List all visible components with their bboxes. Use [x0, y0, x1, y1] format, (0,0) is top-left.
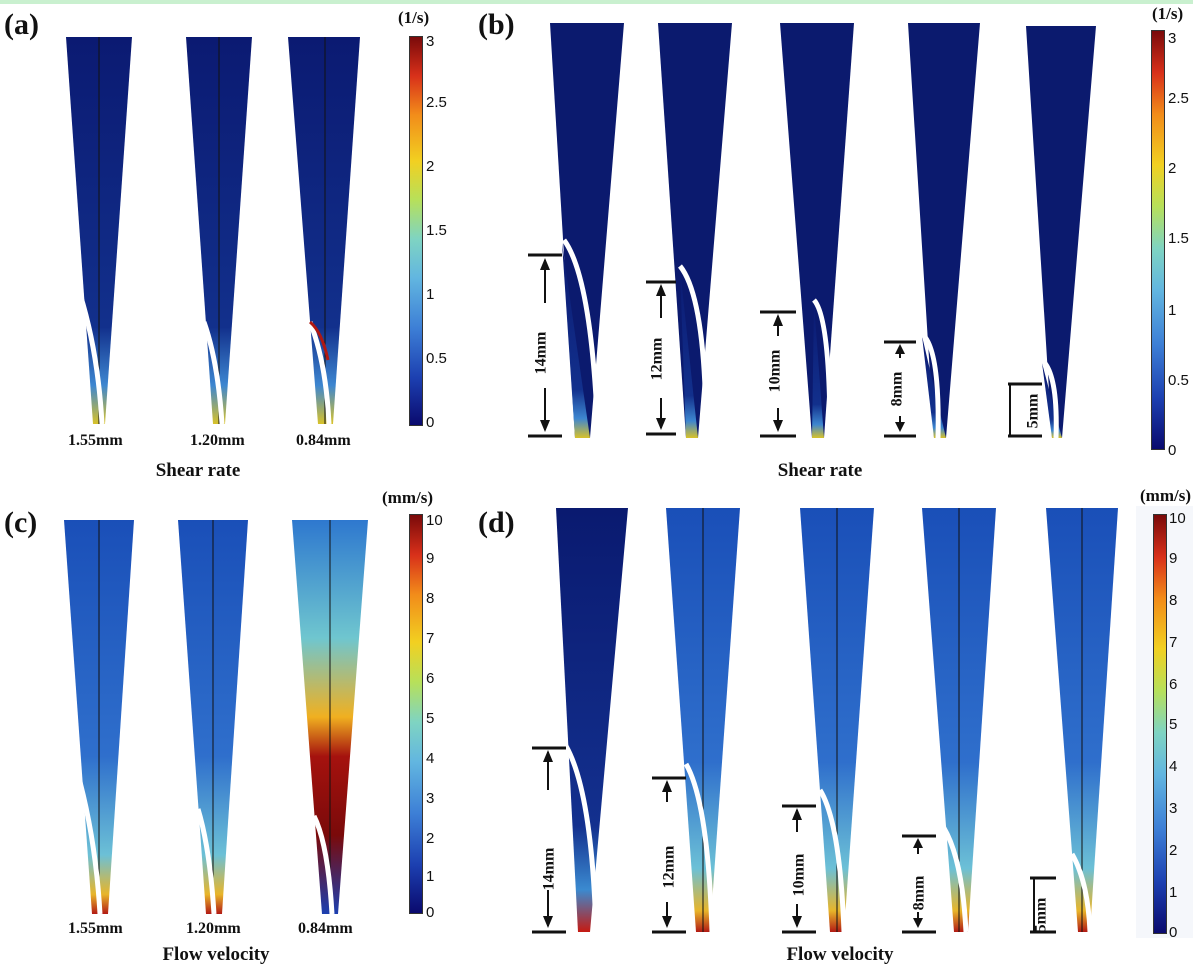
tick: 10	[1169, 510, 1186, 527]
length-label: 8mm	[910, 875, 928, 911]
length-label: 5mm	[1032, 897, 1050, 933]
panel-b-cones	[528, 23, 1096, 439]
tick: 0.5	[426, 350, 447, 367]
cone	[646, 23, 732, 439]
panel-a-unit: (1/s)	[398, 8, 430, 27]
panel-b-unit: (1/s)	[1152, 4, 1184, 23]
tick: 2.5	[426, 94, 447, 111]
tick: 2	[426, 830, 435, 847]
panel-c-caption: Flow velocity	[162, 944, 270, 965]
tick: 3	[426, 790, 435, 807]
length-label: 12mm	[648, 337, 666, 381]
cone	[782, 508, 874, 934]
tick: 1.5	[1168, 230, 1189, 247]
panel-a-cones	[66, 37, 360, 425]
cone	[64, 520, 134, 915]
length-label: 10mm	[766, 349, 784, 393]
panel-d-caption: Flow velocity	[786, 944, 894, 965]
cone	[1008, 26, 1096, 439]
length-label: 8mm	[888, 371, 906, 407]
tick: 2	[1168, 160, 1177, 177]
tick: 1	[1169, 884, 1178, 901]
tick: 1	[1168, 302, 1177, 319]
tick: 6	[426, 670, 435, 687]
tick: 1	[426, 868, 435, 885]
panel-d-cones	[532, 508, 1118, 934]
panel-c-unit: (mm/s)	[382, 488, 433, 507]
panel-d-colorbar	[1153, 514, 1167, 934]
cone	[884, 23, 980, 439]
tick: 1	[426, 286, 435, 303]
diameter-label: 0.84mm	[298, 920, 353, 937]
tick: 0	[1169, 924, 1178, 941]
tick: 9	[1169, 550, 1178, 567]
tick: 7	[1169, 634, 1178, 651]
tick: 1.5	[426, 222, 447, 239]
diameter-label: 1.55mm	[68, 920, 123, 937]
cone	[652, 508, 740, 934]
cone	[186, 37, 252, 425]
length-label: 5mm	[1024, 393, 1042, 429]
tick: 9	[426, 550, 435, 567]
panel-b-label: (b)	[478, 8, 515, 41]
diameter-label: 0.84mm	[296, 432, 351, 449]
tick: 2	[1169, 842, 1178, 859]
panel-a-label: (a)	[4, 8, 39, 41]
tick: 6	[1169, 676, 1178, 693]
tick: 5	[426, 710, 435, 727]
length-label: 12mm	[660, 845, 678, 889]
panel-b-caption: Shear rate	[777, 460, 863, 481]
cone	[1030, 508, 1118, 934]
panel-c-label: (c)	[4, 506, 38, 539]
cone	[288, 37, 360, 425]
tick: 0	[426, 904, 435, 921]
tick: 4	[1169, 758, 1178, 775]
tick: 8	[426, 590, 435, 607]
panel-a-caption: Shear rate	[155, 460, 241, 481]
tick: 0	[426, 414, 435, 431]
cone	[66, 37, 132, 425]
cone	[528, 23, 624, 439]
tick: 8	[1169, 592, 1178, 609]
panel-a-colorbar	[409, 36, 423, 426]
length-label: 14mm	[532, 331, 550, 375]
tick: 0.5	[1168, 372, 1189, 389]
diameter-label: 1.20mm	[190, 432, 245, 449]
length-label: 14mm	[540, 847, 558, 891]
tick: 7	[426, 630, 435, 647]
tick: 2.5	[1168, 90, 1189, 107]
tick: 2	[426, 158, 435, 175]
panel-b-colorbar	[1151, 30, 1165, 450]
tick: 5	[1169, 716, 1178, 733]
panel-c-cones	[64, 520, 368, 915]
tick: 4	[426, 750, 435, 767]
cone	[292, 520, 368, 915]
length-label: 10mm	[790, 853, 808, 897]
tick: 3	[426, 33, 435, 50]
panel-c-colorbar	[409, 514, 423, 914]
cone	[178, 520, 248, 915]
panel-d-unit: (mm/s)	[1140, 486, 1191, 505]
diameter-label: 1.55mm	[68, 432, 123, 449]
tick: 10	[426, 512, 443, 529]
tick: 0	[1168, 442, 1177, 459]
diameter-label: 1.20mm	[186, 920, 241, 937]
cone	[760, 23, 854, 439]
cone	[902, 508, 996, 934]
cone	[532, 508, 628, 934]
tick: 3	[1168, 30, 1177, 47]
panel-d-label: (d)	[478, 506, 515, 539]
tick: 3	[1169, 800, 1178, 817]
